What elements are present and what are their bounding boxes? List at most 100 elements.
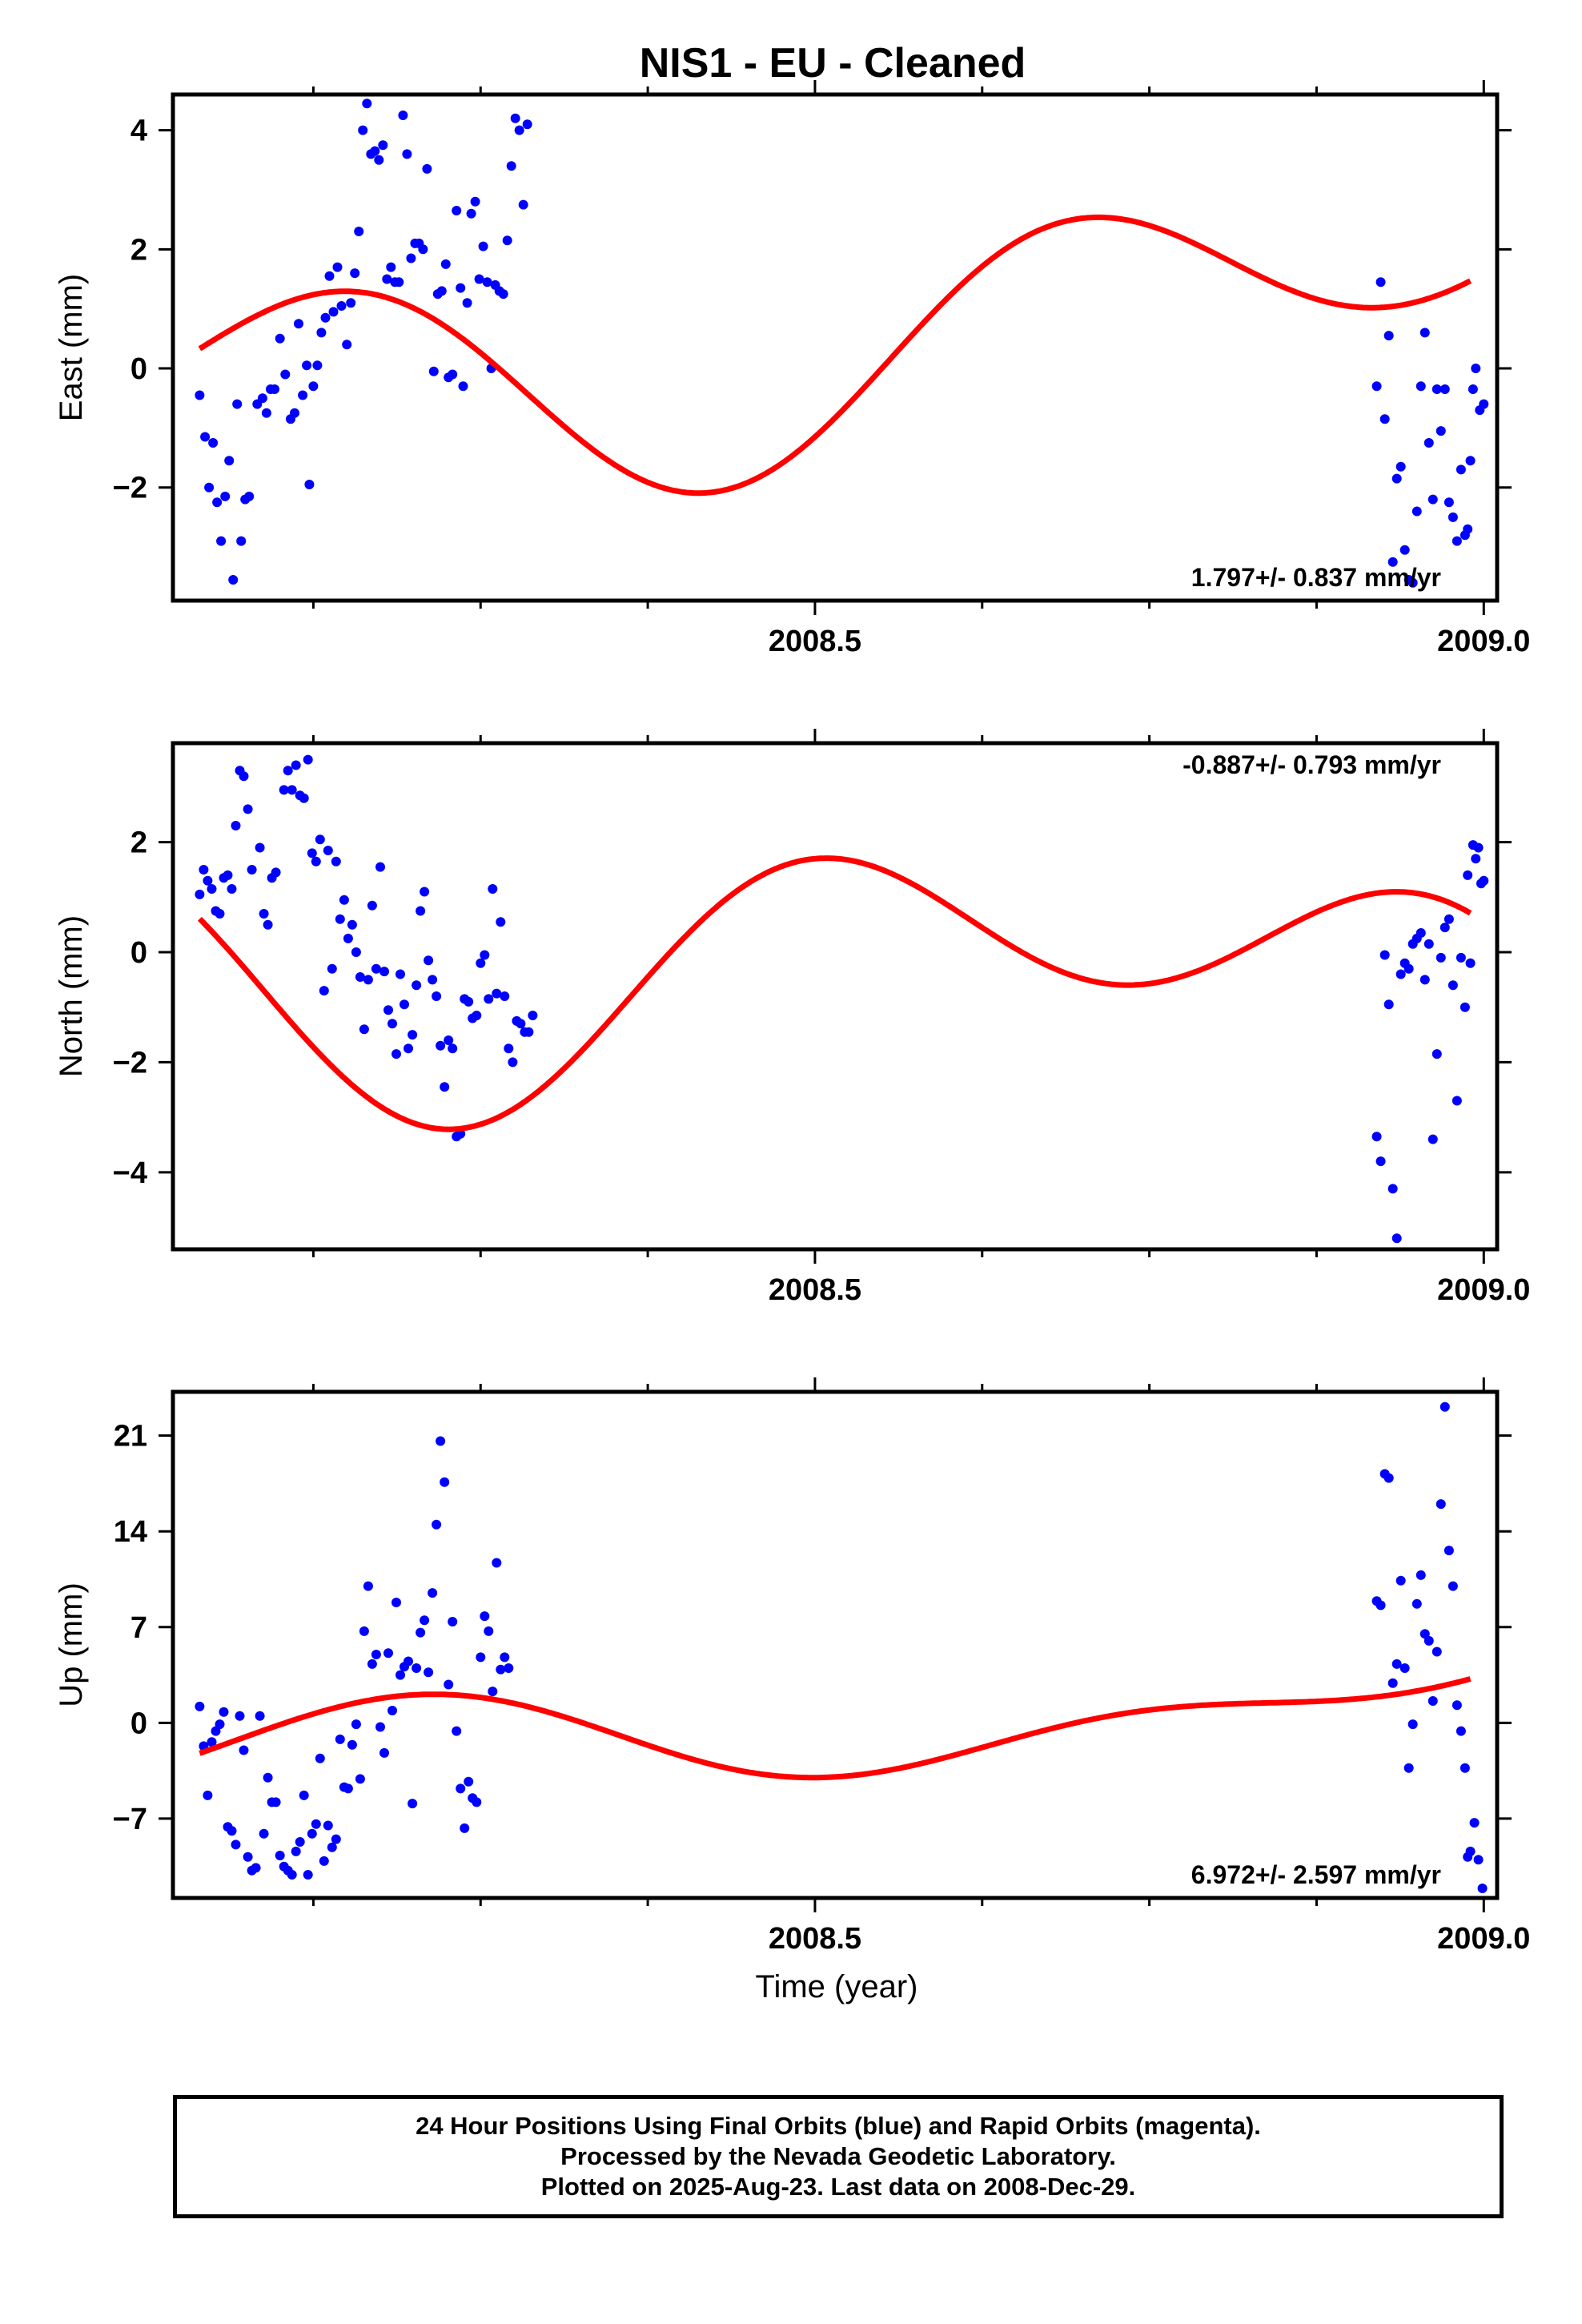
y-tick-label: −4: [113, 1156, 147, 1190]
data-point: [1383, 999, 1394, 1010]
data-point: [464, 1776, 474, 1787]
data-point: [203, 875, 213, 886]
data-point: [1415, 381, 1426, 392]
data-point: [215, 1719, 225, 1730]
data-point: [420, 1615, 430, 1626]
data-point: [456, 1783, 466, 1794]
data-point: [220, 491, 231, 501]
y-tick-label: −7: [113, 1803, 147, 1836]
data-point: [271, 1797, 281, 1807]
data-point: [456, 283, 466, 293]
data-point: [1443, 914, 1454, 924]
data-point: [1468, 384, 1478, 394]
y-tick-label: 0: [130, 936, 147, 970]
data-point: [424, 1667, 434, 1678]
data-point: [391, 1598, 401, 1607]
data-point: [316, 328, 327, 338]
data-point: [311, 1819, 321, 1829]
data-point: [204, 482, 215, 493]
data-point: [432, 991, 442, 1001]
data-point: [1447, 512, 1458, 522]
data-point: [371, 963, 381, 974]
data-point: [416, 1627, 426, 1638]
data-point: [367, 1659, 377, 1669]
data-point: [270, 384, 279, 394]
plot-frame: [171, 741, 1500, 1252]
data-point: [1479, 875, 1489, 886]
data-point: [496, 917, 506, 927]
data-point: [452, 1726, 462, 1736]
data-point: [402, 149, 412, 159]
data-point: [1479, 399, 1489, 409]
footer-box: 24 Hour Positions Using Final Orbits (bl…: [173, 2095, 1504, 2218]
data-point: [428, 1588, 438, 1598]
data-point: [448, 1043, 458, 1054]
x-tick-label: 2008.5: [769, 625, 861, 658]
data-point: [1463, 524, 1473, 534]
data-point: [358, 125, 368, 135]
data-point: [294, 319, 303, 329]
data-point: [367, 900, 377, 911]
data-point: [478, 241, 488, 251]
model-curve: [198, 214, 1472, 497]
data-point: [382, 274, 392, 284]
data-point: [1439, 384, 1450, 394]
data-point: [440, 1477, 450, 1487]
data-point: [1435, 952, 1446, 963]
data-point: [1431, 1647, 1442, 1657]
data-point: [347, 1739, 357, 1750]
data-point: [231, 821, 241, 830]
data-point: [259, 1828, 269, 1839]
data-point: [378, 140, 388, 151]
data-point: [299, 793, 309, 803]
data-point: [510, 113, 520, 123]
data-point: [343, 1783, 353, 1794]
data-point: [279, 785, 289, 795]
data-point: [287, 1870, 297, 1880]
data-point: [444, 1035, 454, 1045]
data-point: [1415, 928, 1426, 938]
data-point: [404, 1656, 413, 1667]
data-point: [319, 986, 329, 996]
plot-frame: [171, 92, 1500, 603]
data-point: [496, 1664, 506, 1675]
data-point: [355, 972, 365, 982]
data-point: [1460, 1763, 1470, 1773]
data-point: [462, 298, 472, 308]
x-tick-label: 2009.0: [1437, 1273, 1530, 1307]
data-point: [355, 1774, 365, 1784]
data-point: [396, 1670, 405, 1680]
data-point: [480, 1611, 490, 1622]
data-point: [464, 996, 474, 1007]
data-point: [436, 1436, 446, 1446]
data-point: [359, 1626, 369, 1636]
panel-3: 2008.5 2009.0 −7 0 7 14 21 Up (mm) 6.972+/- 2.59…: [54, 1377, 1530, 2004]
x-tick-label: 2008.5: [769, 1273, 861, 1307]
data-point: [1452, 1700, 1462, 1711]
data-point: [1375, 277, 1386, 287]
data-point: [1443, 497, 1454, 508]
data-point: [404, 1043, 413, 1054]
data-point: [504, 1663, 514, 1673]
data-point: [263, 1772, 273, 1783]
data-point: [291, 760, 301, 770]
data-point: [428, 366, 439, 376]
data-point: [470, 196, 480, 207]
rate-label: 6.972+/- 2.597 mm/yr: [1191, 1860, 1441, 1889]
data-point: [1387, 557, 1398, 567]
data-point: [1465, 456, 1476, 466]
data-point: [335, 1734, 345, 1744]
data-point: [498, 289, 508, 300]
data-point: [239, 771, 249, 782]
data-point: [1435, 426, 1446, 436]
data-point: [223, 870, 233, 880]
data-point: [1395, 969, 1406, 979]
data-point: [458, 381, 468, 392]
data-point: [528, 1011, 538, 1020]
data-point: [319, 1856, 329, 1866]
data-point: [343, 933, 353, 943]
panel-2: 2008.5 2009.0 −4 −2 0 2 North (mm) -0.887+/- 0.…: [54, 729, 1530, 1307]
data-point: [331, 1834, 341, 1844]
data-point: [506, 161, 516, 171]
data-point: [339, 895, 349, 905]
